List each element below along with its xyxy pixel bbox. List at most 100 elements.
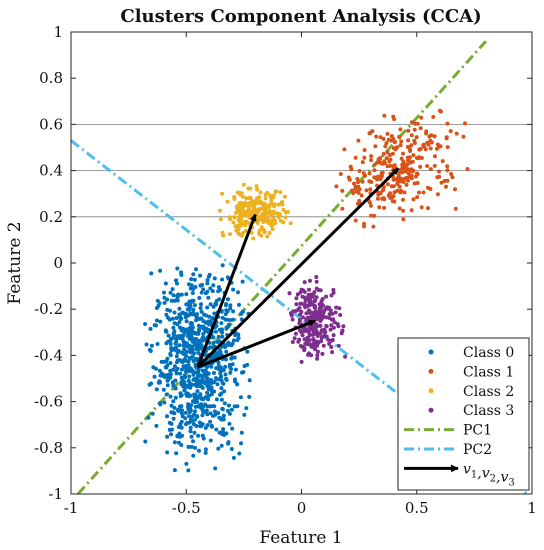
data-point (263, 218, 268, 223)
data-point (186, 468, 191, 473)
data-point (426, 206, 430, 211)
data-point (213, 412, 218, 417)
data-point (283, 215, 288, 220)
data-point (405, 162, 410, 167)
data-point (171, 367, 176, 372)
data-point (147, 382, 152, 387)
data-point (198, 392, 203, 397)
data-point (326, 337, 331, 342)
data-point (157, 379, 162, 384)
data-point (314, 286, 319, 291)
data-point (181, 352, 186, 356)
data-point (167, 317, 172, 322)
data-point (402, 176, 407, 181)
data-point (183, 383, 188, 388)
data-point (218, 217, 223, 222)
data-point (227, 215, 232, 220)
data-point (232, 404, 237, 409)
data-point (423, 147, 428, 152)
data-point (417, 147, 422, 152)
data-point (148, 326, 153, 331)
vector-arrow-2 (196, 167, 400, 369)
data-point (315, 356, 320, 361)
data-point (409, 143, 414, 148)
data-point (364, 188, 369, 193)
y-tick-label: 0.8 (39, 69, 63, 87)
data-point (199, 374, 204, 378)
y-tick-label: 0 (53, 254, 63, 272)
data-point (190, 399, 195, 404)
data-point (221, 427, 226, 432)
data-point (227, 411, 232, 416)
data-point (380, 196, 385, 201)
data-point (151, 365, 156, 370)
data-point (171, 399, 176, 404)
chart-title: Clusters Component Analysis (CCA) (120, 6, 481, 27)
data-point (352, 181, 356, 186)
data-point (204, 313, 209, 318)
data-point (180, 310, 185, 315)
data-point (214, 397, 219, 402)
data-point (406, 156, 411, 161)
data-point (336, 324, 341, 329)
data-point (204, 320, 209, 325)
data-point (206, 371, 211, 376)
data-point (257, 217, 262, 222)
data-point (170, 287, 175, 292)
reference-lines (71, 124, 532, 218)
data-point (398, 143, 403, 148)
data-point (167, 374, 172, 379)
data-point (221, 413, 226, 418)
class-vectors (196, 167, 400, 369)
data-point (193, 382, 198, 387)
data-point (190, 414, 195, 419)
data-point (303, 303, 308, 307)
data-point (401, 179, 406, 184)
data-point (334, 305, 339, 310)
data-point (224, 431, 229, 436)
data-point (191, 272, 196, 277)
data-point (270, 227, 275, 232)
data-point (182, 380, 187, 385)
data-point (201, 324, 206, 329)
data-point (239, 441, 243, 446)
data-point (255, 187, 260, 192)
data-point (295, 292, 300, 297)
data-point (224, 325, 229, 330)
data-point (432, 154, 437, 159)
data-point (372, 168, 377, 173)
data-point (306, 292, 311, 297)
data-point (376, 157, 381, 162)
data-point (399, 156, 404, 161)
data-point (324, 324, 329, 329)
data-point (187, 410, 192, 415)
data-point (203, 450, 208, 455)
data-point (259, 233, 264, 238)
data-point (168, 342, 173, 346)
data-point (212, 276, 217, 281)
data-point (199, 302, 203, 307)
data-point (187, 343, 192, 348)
data-point (257, 208, 262, 212)
data-point (185, 302, 190, 307)
data-point (240, 309, 245, 314)
data-point (418, 164, 423, 169)
data-point (180, 367, 184, 372)
data-point (182, 373, 187, 378)
data-point (332, 320, 337, 325)
data-point (196, 339, 201, 344)
data-point (340, 188, 345, 193)
data-point (323, 329, 328, 334)
data-point (382, 205, 387, 210)
data-point (367, 131, 372, 136)
data-point (444, 184, 448, 189)
data-point (212, 389, 217, 394)
data-point (377, 191, 381, 196)
data-point (315, 334, 320, 338)
data-point (254, 184, 259, 189)
data-point (409, 208, 414, 213)
data-point (197, 327, 202, 332)
data-point (212, 409, 217, 414)
data-point (412, 127, 417, 132)
data-point (359, 193, 364, 198)
